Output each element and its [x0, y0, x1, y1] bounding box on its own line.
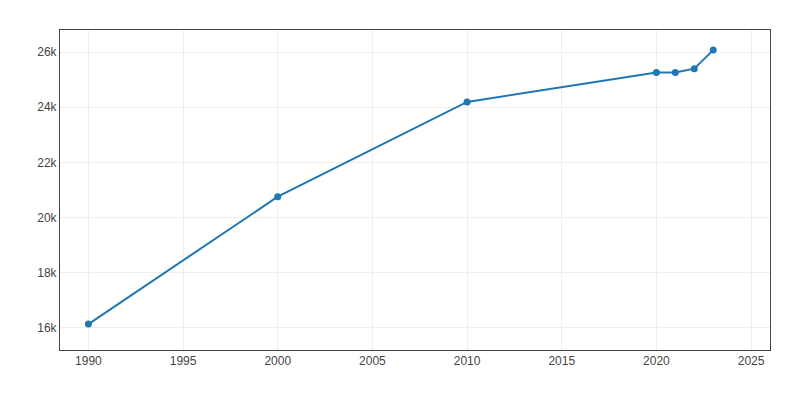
svg-text:20k: 20k [37, 211, 57, 225]
svg-text:1995: 1995 [170, 354, 197, 368]
svg-text:22k: 22k [37, 156, 57, 170]
svg-text:2020: 2020 [643, 354, 670, 368]
svg-text:1990: 1990 [75, 354, 102, 368]
svg-text:2000: 2000 [264, 354, 291, 368]
svg-text:2005: 2005 [359, 354, 386, 368]
svg-text:18k: 18k [37, 266, 57, 280]
svg-text:2025: 2025 [738, 354, 765, 368]
svg-text:16k: 16k [37, 321, 57, 335]
svg-text:2015: 2015 [548, 354, 575, 368]
svg-text:2010: 2010 [454, 354, 481, 368]
svg-text:24k: 24k [37, 100, 57, 114]
svg-text:26k: 26k [37, 45, 57, 59]
